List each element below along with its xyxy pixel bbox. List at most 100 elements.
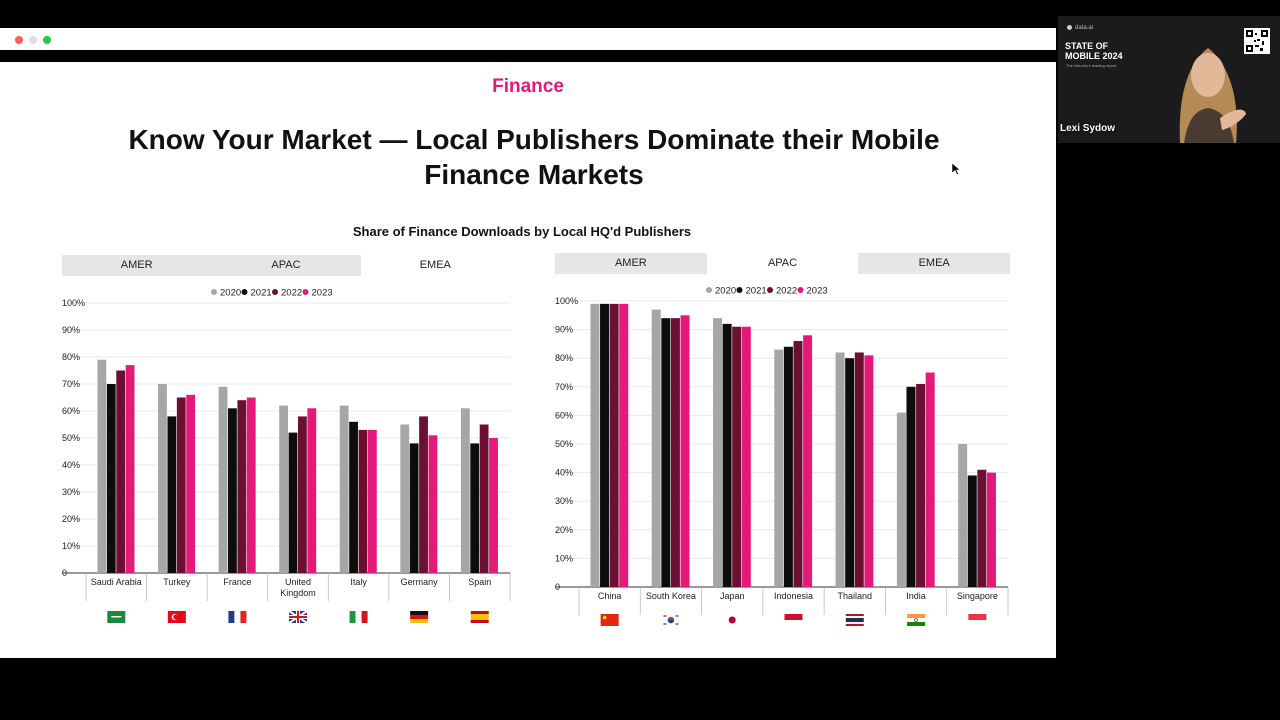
x-tick-label: United Kingdom [280,577,316,598]
bar-2023 [680,315,690,587]
bar-2022 [298,416,307,573]
bar-2022 [419,416,428,573]
bar-2022 [479,424,489,573]
bar-2020 [97,359,107,573]
bar-2022 [732,326,742,587]
bar-2023 [741,326,751,587]
bar-2020 [651,309,661,587]
chart-legend: 2020 2021 2022 2023 [211,288,333,299]
maximize-window-button[interactable] [43,36,51,44]
bar-2022 [670,318,680,587]
flag-japan-icon [723,614,742,626]
x-tick-label: Germany [401,577,439,587]
legend-marker [767,287,773,293]
bar-2020 [835,352,845,587]
y-tick-label: 10% [62,541,80,551]
y-tick-label: 60% [555,410,573,420]
bar-2022 [176,397,186,573]
bar-2022 [237,400,247,573]
bar-2023 [246,397,256,573]
flag-spain-icon [470,611,489,623]
bar-2020 [339,405,349,573]
window-titlebar [0,28,1056,50]
bar-2020 [958,444,968,587]
flag-singapore-icon [968,614,987,626]
tab-apac[interactable]: APAC [706,253,859,274]
bar-2023 [619,303,629,587]
bar-2020 [713,318,723,587]
y-tick-label: 100% [62,298,85,308]
y-tick-label: 70% [62,379,80,389]
region-tabs-right: AMER APAC EMEA [555,253,1010,274]
tab-emea[interactable]: EMEA [360,255,510,276]
y-tick-label: 90% [62,325,80,335]
bar-2021 [228,408,237,573]
bar-2023 [307,408,317,573]
bar-2023 [864,355,874,587]
y-tick-label: 30% [555,496,573,506]
bar-2021 [722,323,732,587]
region-tabs-left: AMER APAC EMEA [62,255,510,276]
flag-indonesia-icon [784,614,803,626]
legend-label: 2023 [807,286,828,297]
x-tick-label: China [598,591,622,601]
bar-2023 [367,429,377,573]
presenter-avatar [1179,48,1246,143]
qr-code-icon [1244,28,1270,54]
speaker-name: Lexi Sydow [1060,123,1116,134]
bar-2022 [916,383,926,587]
y-tick-label: 20% [62,514,80,524]
legend-marker [302,289,309,295]
y-tick-label: 100% [555,296,578,306]
legend-marker [211,289,217,295]
apac-bar-chart: 010%20%30%40%50%60%70%80%90%100%China Sou… [555,286,1009,626]
bar-2022 [793,341,803,587]
close-window-button[interactable] [15,36,23,44]
report-tagline: The industry's leading report [1066,63,1117,68]
flag-united-kingdom-icon [288,610,308,624]
tab-amer[interactable]: AMER [614,257,647,269]
flag-thailand-icon [845,614,864,626]
y-tick-label: 50% [62,433,80,443]
bar-2021 [967,475,977,587]
tab-apac[interactable]: APAC [271,259,301,271]
brand-logo: data.ai [1067,25,1093,31]
bar-2022 [977,469,987,587]
bar-2023 [428,435,438,573]
legend-label: 2022 [281,288,302,299]
slide-title: Know Your Market — Local Publishers Domi… [128,124,940,190]
x-tick-label: India [906,591,926,601]
bar-2021 [349,421,358,573]
x-tick-label: France [223,577,251,587]
tab-amer[interactable]: AMER [120,259,153,271]
x-tick-label: Thailand [838,591,873,601]
x-tick-label: Indonesia [774,591,813,601]
x-tick-label: South Korea [646,591,696,601]
y-tick-label: 90% [555,325,573,335]
bar-2022 [358,429,368,573]
flag-saudi-arabia-icon [107,611,126,623]
bar-2021 [106,384,116,573]
legend-label: 2021 [251,288,272,299]
legend-marker [272,289,278,295]
legend-label: 2022 [776,286,797,297]
bar-2021 [167,416,177,573]
minimize-window-button[interactable] [29,36,37,44]
bar-2021 [845,358,855,587]
legend-marker [736,287,743,293]
tab-emea[interactable]: EMEA [918,257,950,269]
bar-2020 [279,405,288,573]
bar-2020 [590,303,600,587]
y-tick-label: 50% [555,439,573,449]
legend-marker [241,289,248,295]
section-label: Finance [492,76,564,97]
y-tick-label: 80% [62,352,80,362]
y-tick-label: 30% [62,487,80,497]
bar-2020 [400,424,410,573]
x-tick-label: Singapore [957,591,998,601]
flag-france-icon [228,611,247,623]
bar-2020 [896,412,906,587]
mouse-cursor-icon [952,163,960,175]
bar-2023 [489,438,498,573]
x-tick-label: Saudi Arabia [91,577,142,587]
